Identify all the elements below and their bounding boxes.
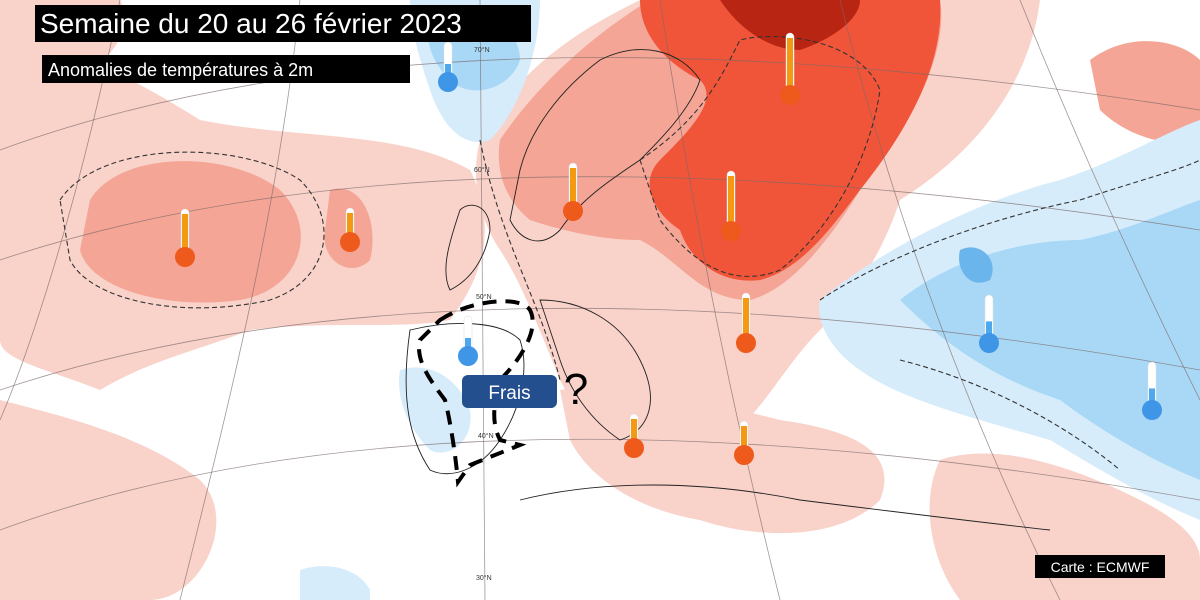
thermometer-part [741, 426, 747, 455]
label: Frais [488, 383, 530, 404]
thermometer-part [182, 214, 188, 257]
thermometer-part [736, 333, 756, 353]
thermometer-part [979, 333, 999, 353]
thermometer-part [1142, 400, 1162, 420]
title: Semaine du 20 au 26 février 2023 [40, 8, 462, 39]
thermometer-part [624, 438, 644, 458]
thermometer-part [563, 201, 583, 221]
thermometer-part [728, 176, 734, 231]
thermometer-part [721, 221, 741, 241]
title-box [35, 5, 531, 42]
thermometer-part [458, 346, 478, 366]
thermometer-part [438, 72, 458, 92]
thermometer-part [175, 247, 195, 267]
lat-label: 60°N [474, 166, 490, 174]
question-mark: ? [564, 365, 588, 414]
thermometer-part [631, 419, 637, 448]
lat-label: 70°N [474, 46, 490, 54]
thermometer-part [570, 168, 576, 211]
thermometer-part [347, 213, 353, 242]
label-box [462, 375, 557, 408]
thermometer-part [743, 298, 749, 343]
thermometer-part [986, 321, 992, 343]
lat-label: 50°N [476, 293, 492, 301]
cool-area-outline [417, 299, 535, 488]
contours [59, 35, 1200, 471]
subtitle: Anomalies de températures à 2m [48, 60, 313, 80]
subtitle-box [42, 55, 410, 83]
thermometer-part [780, 85, 800, 105]
lat-label: 30°N [476, 574, 492, 582]
thermometer-part [340, 232, 360, 252]
credit-box [1035, 555, 1165, 578]
thermometer-part [734, 445, 754, 465]
thermometer-part [1149, 388, 1155, 410]
thermometers [175, 32, 1162, 465]
latitude-labels: 70°N 60°N 50°N 40°N 30°N [474, 46, 494, 582]
lat-label: 40°N [478, 432, 494, 440]
credit: Carte : ECMWF [1051, 559, 1150, 575]
thermometer-part [787, 38, 793, 95]
